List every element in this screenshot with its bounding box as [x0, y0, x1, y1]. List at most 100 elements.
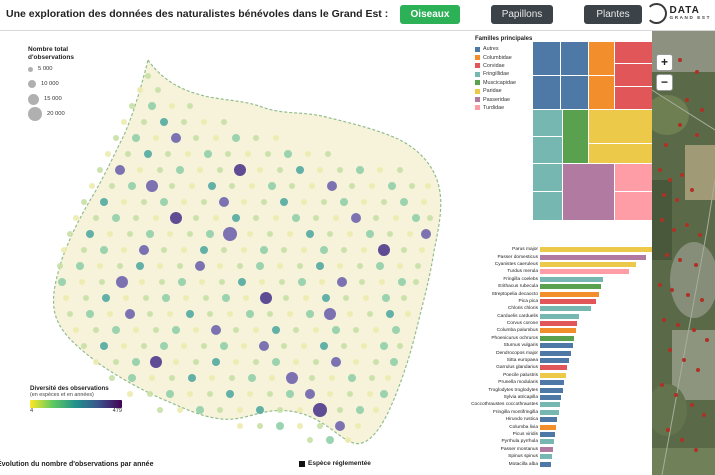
- observation-hex-dot[interactable]: [306, 230, 314, 238]
- treemap-cell-fringillidae[interactable]: [533, 192, 563, 220]
- observation-hex-dot[interactable]: [93, 215, 99, 221]
- observation-hex-dot[interactable]: [139, 279, 145, 285]
- observation-hex-dot[interactable]: [361, 343, 367, 349]
- observation-hex-dot[interactable]: [208, 182, 216, 190]
- observation-hex-dot[interactable]: [286, 372, 298, 384]
- species-bar[interactable]: [540, 431, 555, 437]
- observation-hex-dot[interactable]: [321, 199, 327, 205]
- observation-hex-dot[interactable]: [193, 359, 199, 365]
- observation-hex-dot[interactable]: [217, 263, 223, 269]
- observation-hex-dot[interactable]: [357, 263, 363, 269]
- observation-hex-dot[interactable]: [280, 198, 288, 206]
- family-legend-item[interactable]: Fringillidae: [475, 70, 533, 78]
- observation-hex-dot[interactable]: [167, 231, 173, 237]
- family-legend-item[interactable]: Autres: [475, 45, 533, 53]
- observation-hex-dot[interactable]: [213, 135, 219, 141]
- observation-hex-dot[interactable]: [193, 135, 199, 141]
- species-bar[interactable]: [540, 321, 577, 327]
- observation-hex-dot[interactable]: [298, 278, 306, 286]
- observation-hex-dot[interactable]: [367, 391, 373, 397]
- regulated-species-legend[interactable]: Espèce réglementée: [299, 460, 371, 467]
- observation-hex-dot[interactable]: [421, 199, 427, 205]
- observation-hex-dot[interactable]: [301, 199, 307, 205]
- observation-hex-dot[interactable]: [213, 215, 219, 221]
- observation-hex-dot[interactable]: [320, 342, 328, 350]
- observation-hex-dot[interactable]: [147, 391, 153, 397]
- observation-hex-dot[interactable]: [81, 247, 87, 253]
- species-bar-row[interactable]: Fringilla montifringilla: [470, 409, 652, 416]
- observation-hex-dot[interactable]: [273, 135, 279, 141]
- observation-hex-dot[interactable]: [307, 437, 313, 443]
- observation-hex-dot[interactable]: [93, 327, 99, 333]
- observation-hex-dot[interactable]: [257, 167, 263, 173]
- observation-hex-dot[interactable]: [341, 343, 347, 349]
- observation-hex-dot[interactable]: [373, 359, 379, 365]
- observation-hex-dot[interactable]: [233, 327, 239, 333]
- observation-hex-dot[interactable]: [97, 167, 103, 173]
- observation-hex-dot[interactable]: [83, 295, 89, 301]
- observation-hex-dot[interactable]: [203, 295, 209, 301]
- observation-hex-dot[interactable]: [225, 151, 231, 157]
- observation-hex-dot[interactable]: [345, 437, 351, 443]
- observation-hex-dot[interactable]: [181, 343, 187, 349]
- observation-hex-dot[interactable]: [333, 215, 339, 221]
- observation-hex-dot[interactable]: [148, 102, 156, 110]
- observation-hex-dot[interactable]: [347, 391, 353, 397]
- species-bar[interactable]: [540, 439, 554, 445]
- observation-hex-dot[interactable]: [159, 279, 165, 285]
- observation-hex-dot[interactable]: [123, 295, 129, 301]
- observation-hex-dot[interactable]: [356, 406, 364, 414]
- observation-hex-dot[interactable]: [86, 310, 94, 318]
- observation-hex-dot[interactable]: [127, 231, 133, 237]
- observation-hex-dot[interactable]: [187, 103, 193, 109]
- observation-hex-dot[interactable]: [381, 199, 387, 205]
- observation-hex-dot[interactable]: [170, 212, 182, 224]
- observation-hex-dot[interactable]: [337, 167, 343, 173]
- observation-hex-dot[interactable]: [373, 215, 379, 221]
- observation-hex-dot[interactable]: [177, 407, 183, 413]
- observation-hex-dot[interactable]: [155, 87, 161, 93]
- species-bar-row[interactable]: Spinus spinus: [470, 453, 652, 460]
- observation-hex-dot[interactable]: [201, 199, 207, 205]
- observation-hex-dot[interactable]: [327, 231, 333, 237]
- observation-hex-dot[interactable]: [137, 167, 143, 173]
- species-bar[interactable]: [540, 372, 566, 378]
- observation-hex-dot[interactable]: [256, 406, 264, 414]
- observation-hex-dot[interactable]: [117, 263, 123, 269]
- observation-hex-dot[interactable]: [400, 198, 408, 206]
- observation-hex-dot[interactable]: [209, 375, 215, 381]
- species-bar[interactable]: [540, 313, 579, 319]
- observation-hex-dot[interactable]: [265, 151, 271, 157]
- observation-hex-dot[interactable]: [376, 262, 384, 270]
- observation-hex-dot[interactable]: [296, 166, 304, 174]
- observation-hex-dot[interactable]: [397, 263, 403, 269]
- families-treemap[interactable]: [533, 42, 653, 220]
- observation-hex-dot[interactable]: [226, 390, 234, 398]
- species-bar-row[interactable]: Garrulus glandarius: [470, 364, 652, 371]
- observation-hex-dot[interactable]: [281, 247, 287, 253]
- observation-hex-dot[interactable]: [332, 326, 340, 334]
- observation-hex-dot[interactable]: [392, 326, 400, 334]
- observation-hex-dot[interactable]: [361, 247, 367, 253]
- observation-hex-dot[interactable]: [169, 375, 175, 381]
- observation-hex-dot[interactable]: [199, 279, 205, 285]
- observation-hex-dot[interactable]: [73, 327, 79, 333]
- observation-hex-dot[interactable]: [157, 407, 163, 413]
- observation-hex-dot[interactable]: [113, 359, 119, 365]
- observation-hex-dot[interactable]: [277, 263, 283, 269]
- family-legend-item[interactable]: Columbidae: [475, 53, 533, 61]
- observation-hex-dot[interactable]: [241, 199, 247, 205]
- observation-hex-dot[interactable]: [259, 341, 269, 351]
- observation-hex-dot[interactable]: [144, 150, 152, 158]
- observation-hex-dot[interactable]: [349, 183, 355, 189]
- observation-hex-dot[interactable]: [272, 358, 280, 366]
- tab-papillons[interactable]: Papillons: [491, 5, 553, 24]
- observation-hex-dot[interactable]: [359, 279, 365, 285]
- observation-hex-dot[interactable]: [133, 215, 139, 221]
- observation-hex-dot[interactable]: [313, 327, 319, 333]
- observation-hex-dot[interactable]: [305, 389, 315, 399]
- observation-hex-dot[interactable]: [246, 310, 254, 318]
- observation-hex-dot[interactable]: [397, 167, 403, 173]
- species-bar-row[interactable]: Erithacus rubecula: [470, 283, 652, 290]
- observation-hex-dot[interactable]: [256, 262, 264, 270]
